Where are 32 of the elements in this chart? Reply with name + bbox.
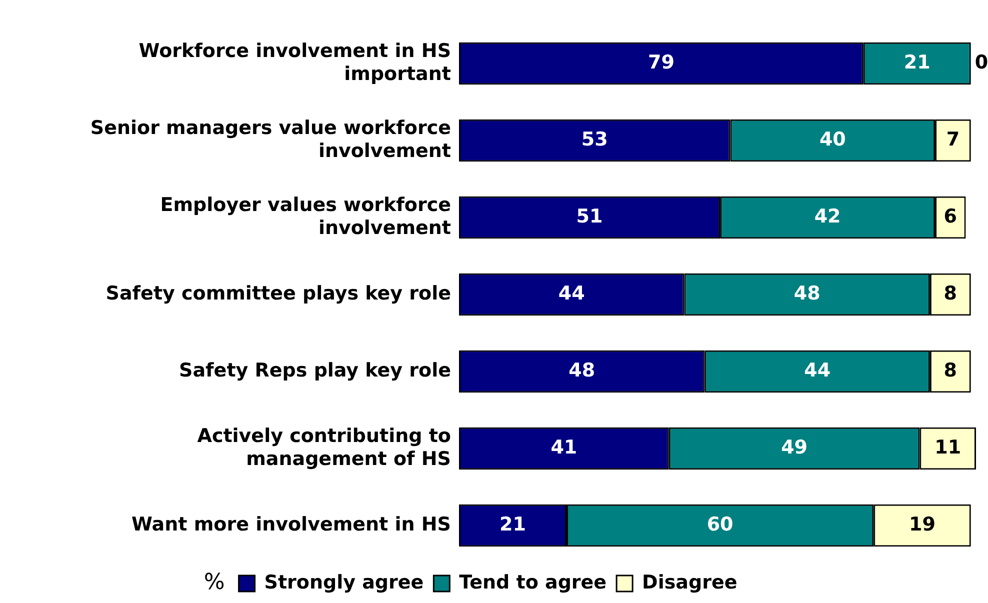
data-label: 49 — [781, 436, 808, 458]
x-axis-title: % — [204, 570, 225, 596]
data-label: 19 — [909, 513, 936, 536]
data-label: 8 — [944, 359, 958, 382]
data-label: 21 — [904, 51, 930, 74]
data-label: 40 — [819, 128, 846, 150]
data-label: 53 — [581, 128, 608, 150]
y-tick-label: Senior managers value workforce involvement — [90, 117, 451, 162]
data-label: 51 — [576, 205, 603, 228]
data-label: 79 — [648, 51, 674, 74]
data-label: 60 — [706, 513, 734, 536]
data-label: 44 — [804, 359, 831, 382]
data-label: 6 — [944, 205, 958, 228]
y-tick-label: Safety Reps play key role — [179, 359, 451, 382]
y-tick-label: Want more involvement in HS — [132, 513, 451, 536]
legend-label: Tend to agree — [459, 571, 607, 594]
data-label: 7 — [946, 128, 960, 150]
legend-label: Strongly agree — [264, 571, 424, 594]
data-label: 8 — [944, 282, 958, 304]
y-tick-label: Employer values workforce involvement — [160, 194, 451, 239]
y-tick-label: Workforce involvement in HS important — [138, 40, 451, 85]
data-label: 41 — [550, 436, 578, 458]
data-label: 48 — [568, 359, 596, 382]
data-label: 21 — [500, 513, 526, 536]
data-label: 44 — [558, 282, 585, 304]
data-label: 48 — [794, 282, 820, 304]
y-tick-label: Actively contributing to management of HS — [197, 425, 451, 470]
data-label: 42 — [814, 205, 841, 228]
data-label: 11 — [934, 436, 962, 458]
data-label: 0 — [974, 51, 988, 74]
legend-label: Disagree — [642, 571, 738, 594]
y-tick-label: Safety committee plays key role — [106, 282, 451, 304]
